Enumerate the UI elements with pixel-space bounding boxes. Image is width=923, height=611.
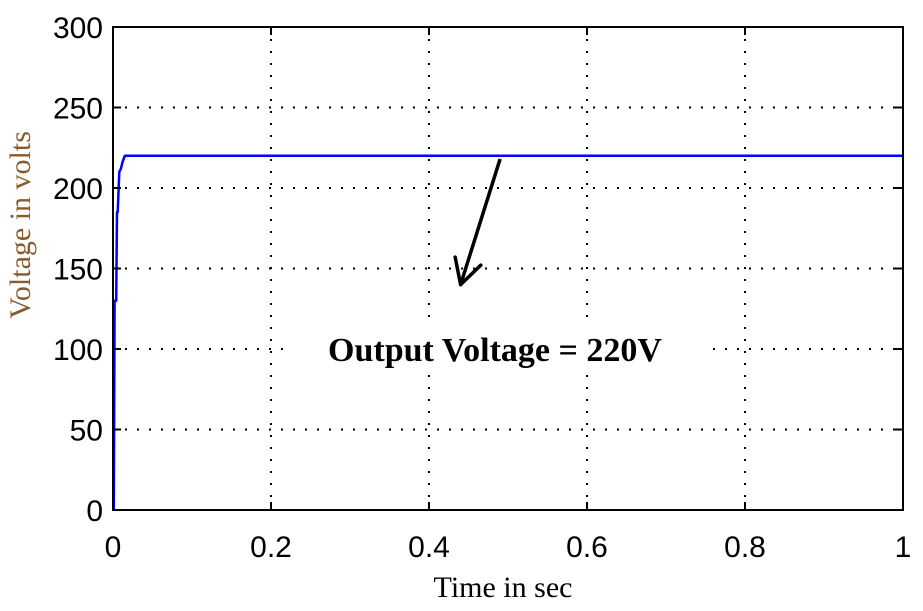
x-tick-labels: 0 0.2 0.4 0.6 0.8 1 (105, 531, 912, 564)
series-group (113, 154, 903, 510)
x-axis-label: Time in sec (434, 571, 573, 604)
annotation-background (283, 325, 707, 373)
y-tick-label: 300 (53, 12, 103, 45)
x-tick-label: 0.6 (566, 531, 608, 564)
annotation-text: Output Voltage = 220V (328, 332, 662, 369)
x-tick-label: 1 (895, 531, 912, 564)
y-axis-label: Voltage in volts (4, 131, 37, 319)
annotation-arrowhead (458, 263, 483, 287)
x-tick-label: 0 (105, 531, 122, 564)
y-tick-label: 150 (53, 254, 103, 287)
annotation-arrowhead (453, 255, 463, 287)
y-tick-label: 0 (86, 495, 103, 528)
grid-lines (113, 27, 903, 510)
x-tick-label: 0.2 (250, 531, 292, 564)
y-tick-label: 50 (70, 415, 103, 448)
series-line (113, 154, 903, 510)
annotation-arrow (458, 158, 502, 286)
y-tick-label: 250 (53, 93, 103, 126)
plot-area (113, 27, 903, 510)
y-tick-labels: 0 50 100 150 200 250 300 (53, 12, 103, 528)
tick-marks (112, 26, 904, 511)
x-tick-label: 0.4 (408, 531, 450, 564)
y-tick-label: 200 (53, 173, 103, 206)
y-tick-label: 100 (53, 334, 103, 367)
annotations: Output Voltage = 220V (283, 158, 707, 373)
x-tick-label: 0.8 (724, 531, 766, 564)
